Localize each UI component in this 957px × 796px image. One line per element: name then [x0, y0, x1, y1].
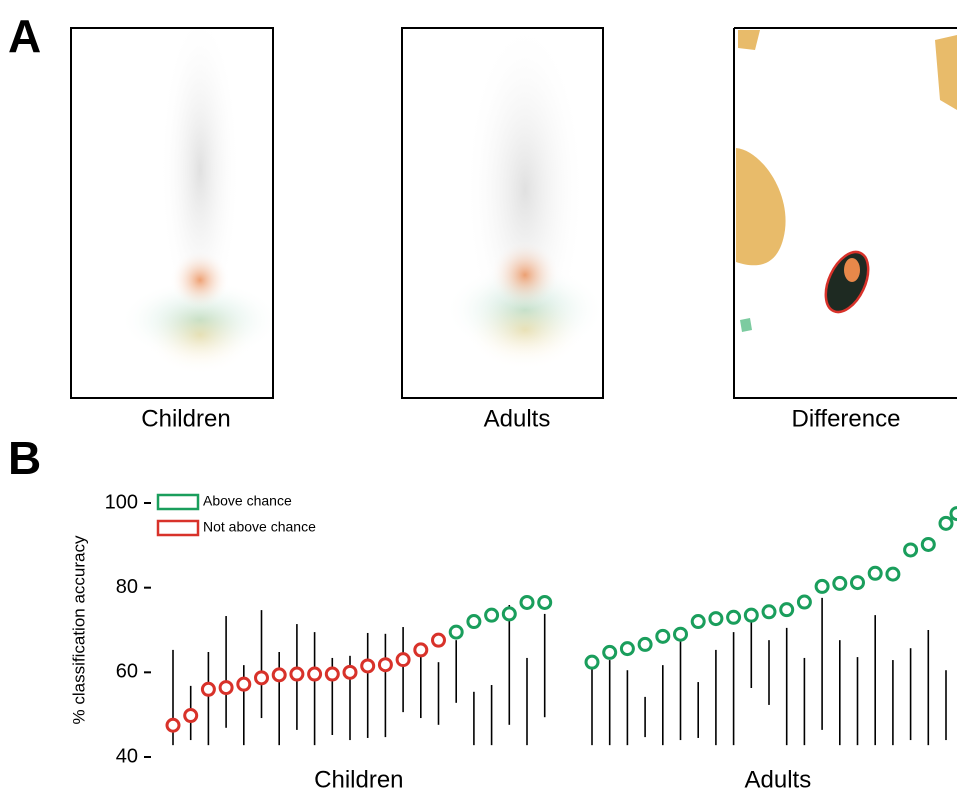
point [951, 508, 957, 520]
point [486, 609, 498, 621]
point [539, 596, 551, 608]
point [379, 659, 391, 671]
point [887, 568, 899, 580]
image-adults [402, 20, 605, 398]
point [745, 609, 757, 621]
point [621, 643, 633, 655]
y-tick-label: 40 [116, 745, 138, 767]
point [586, 656, 598, 668]
point [852, 577, 864, 589]
point [291, 668, 303, 680]
point [273, 669, 285, 681]
figure: A Children Adults Difference B % classif… [0, 0, 957, 796]
image-caption: Difference [792, 405, 901, 432]
legend-swatch [158, 521, 198, 535]
image-difference [734, 28, 957, 398]
point [433, 634, 445, 646]
point [834, 577, 846, 589]
point [604, 646, 616, 658]
point [220, 682, 232, 694]
point [326, 668, 338, 680]
point [202, 683, 214, 695]
point [869, 567, 881, 579]
point [816, 580, 828, 592]
point [468, 616, 480, 628]
point [238, 678, 250, 690]
point [905, 544, 917, 556]
y-axis-label: % classification accuracy [69, 535, 88, 724]
legend-swatch [158, 495, 198, 509]
plot: 40 60 80 100 Above chance Not above chance Chi… [105, 491, 957, 793]
point [344, 666, 356, 678]
point [675, 628, 687, 640]
panel-label: B [8, 432, 41, 484]
image-children [71, 10, 280, 398]
point [710, 613, 722, 625]
y-tick-label: 100 [105, 491, 138, 513]
panel-label: A [8, 10, 41, 62]
point [167, 719, 179, 731]
group-label: Children [314, 766, 403, 793]
point [185, 710, 197, 722]
group-label: Adults [744, 766, 811, 793]
y-tick-label: 60 [116, 661, 138, 683]
point [256, 672, 268, 684]
point [450, 626, 462, 638]
point [503, 608, 515, 620]
point [309, 668, 321, 680]
legend-label: Above chance [203, 493, 292, 509]
point [362, 660, 374, 672]
point [763, 606, 775, 618]
point [728, 611, 740, 623]
y-tick-label: 80 [116, 576, 138, 598]
point [781, 604, 793, 616]
point [639, 638, 651, 650]
point [415, 644, 427, 656]
image-caption: Adults [484, 405, 551, 432]
legend-label: Not above chance [203, 519, 316, 535]
image-caption: Children [141, 405, 230, 432]
point [521, 596, 533, 608]
point [798, 596, 810, 608]
point [940, 517, 952, 529]
point [657, 630, 669, 642]
point [692, 616, 704, 628]
point [397, 654, 409, 666]
point [922, 538, 934, 550]
